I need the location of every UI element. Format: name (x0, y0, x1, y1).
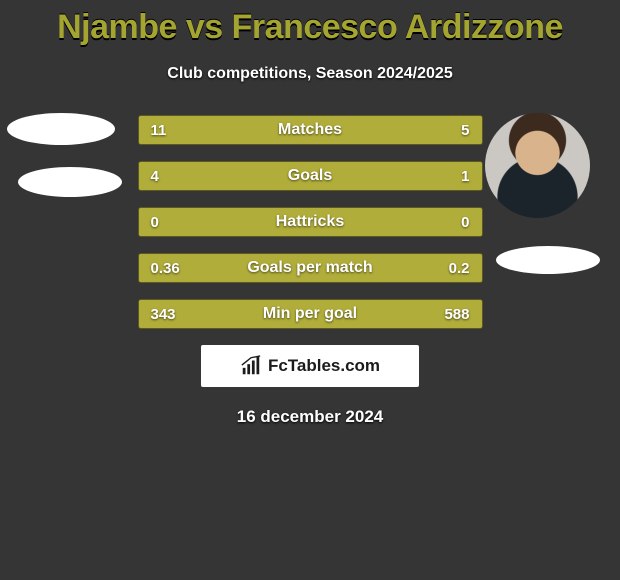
metric-value-right: 5 (461, 116, 469, 144)
metrics-rows: 11 Matches 5 4 Goals 1 0 Hattricks 0 0.3… (138, 115, 483, 329)
brand-label: FcTables.com (268, 356, 380, 376)
metric-label: Goals per match (139, 254, 482, 282)
avatar-right (485, 113, 590, 218)
page-title: Njambe vs Francesco Ardizzone (0, 0, 620, 47)
metric-label: Hattricks (139, 208, 482, 236)
subtitle: Club competitions, Season 2024/2025 (0, 65, 620, 83)
barchart-icon (240, 355, 262, 377)
metric-label: Goals (139, 162, 482, 190)
metric-value-right: 0.2 (449, 254, 470, 282)
brand-badge: FcTables.com (201, 345, 419, 387)
metric-row: 11 Matches 5 (138, 115, 483, 145)
avatar-placeholder-left-2 (18, 167, 122, 197)
comparison-panel: 11 Matches 5 4 Goals 1 0 Hattricks 0 0.3… (0, 115, 620, 427)
metric-label: Matches (139, 116, 482, 144)
metric-row: 4 Goals 1 (138, 161, 483, 191)
metric-value-right: 0 (461, 208, 469, 236)
avatar-placeholder-left-1 (7, 113, 115, 145)
metric-row: 0.36 Goals per match 0.2 (138, 253, 483, 283)
metric-row: 343 Min per goal 588 (138, 299, 483, 329)
metric-label: Min per goal (139, 300, 482, 328)
metric-row: 0 Hattricks 0 (138, 207, 483, 237)
date-label: 16 december 2024 (0, 407, 620, 427)
metric-value-right: 1 (461, 162, 469, 190)
metric-value-right: 588 (444, 300, 469, 328)
flag-placeholder-right (496, 246, 600, 274)
